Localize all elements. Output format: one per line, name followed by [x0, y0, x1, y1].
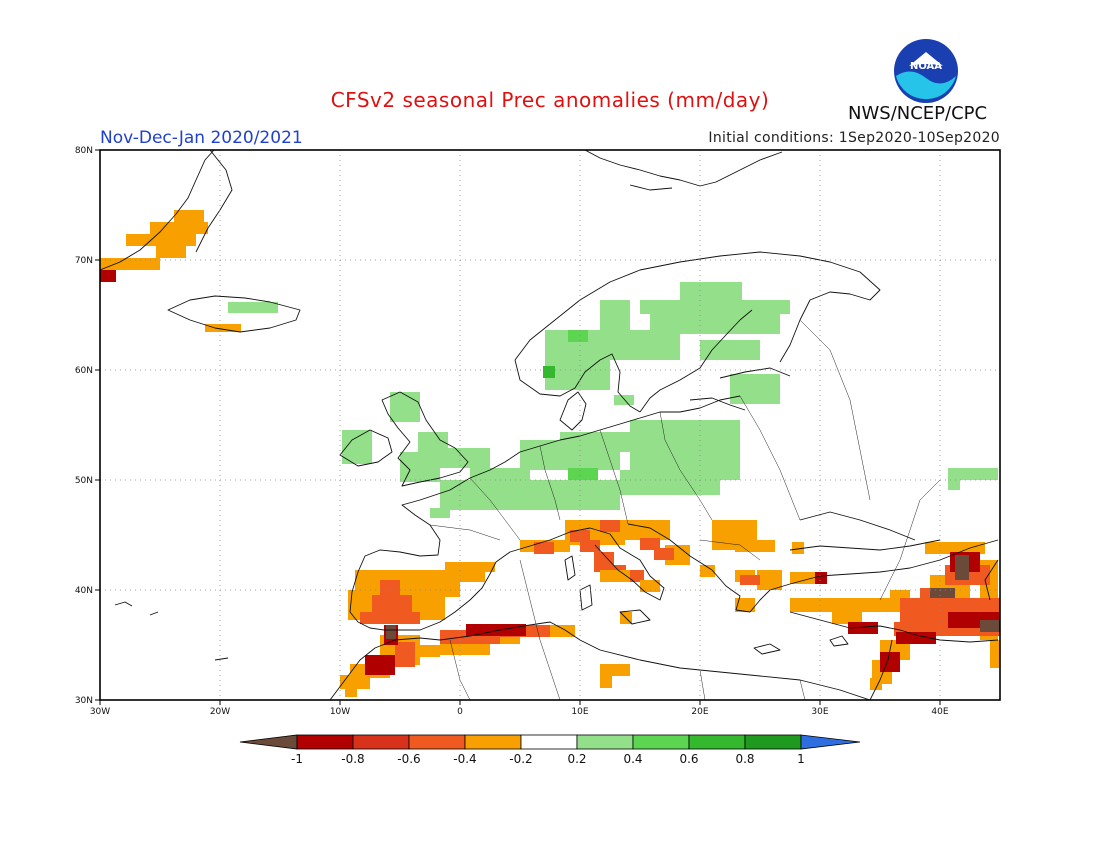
caucasus-extreme-dry-region [930, 555, 1000, 632]
norway-moderate-wet-cell [568, 330, 588, 342]
lat-tick-label: 80N [75, 146, 93, 156]
iberia-dry-region [348, 562, 495, 620]
colorbar: -1 -0.8 -0.6 -0.4 -0.2 0.2 0.4 0.6 0.8 1 [239, 734, 861, 766]
lon-tick-label: 0 [457, 707, 463, 717]
colorbar-label: -0.8 [341, 752, 364, 766]
turkey-strong-dry-region [815, 552, 1000, 672]
agency-label: NWS/NCEP/CPC [848, 103, 988, 124]
colorbar-bin [744, 734, 802, 750]
lat-tick-label: 40N [75, 586, 93, 596]
iberia-moderate-dry-region [360, 580, 420, 624]
central-europe-moderate-wet-cell [568, 468, 598, 480]
lon-tick-label: 40E [931, 707, 948, 717]
lon-tick-label: 20E [691, 707, 708, 717]
colorbar-bin [296, 734, 354, 750]
noaa-logo: NOAA [893, 38, 959, 104]
lon-tick-labels: 30W 20W 10W 0 10E 20E 30E 40E [90, 707, 949, 717]
lat-tick-labels: 30N 40N 50N 60N 70N 80N [75, 146, 93, 706]
colorbar-extend-high [800, 734, 861, 750]
colorbar-bin [576, 734, 634, 750]
colorbar-bin [632, 734, 690, 750]
british-isles-wet-region [342, 392, 490, 482]
lon-tick-label: 30W [90, 707, 110, 717]
coastlines [100, 150, 999, 700]
greenland-dry-region [100, 210, 208, 270]
lat-tick-label: 50N [75, 476, 93, 486]
colorbar-label: 1 [797, 752, 805, 766]
greenland-strong-dry-cell [100, 270, 116, 282]
colorbar-label: -0.2 [509, 752, 532, 766]
chart-title: CFSv2 seasonal Prec anomalies (mm/day) [330, 88, 770, 112]
colorbar-bin [408, 734, 466, 750]
colorbar-label: 0.4 [623, 752, 642, 766]
tick-marks [95, 149, 941, 705]
lat-tick-label: 30N [75, 696, 93, 706]
strait-extreme-dry-cell [386, 625, 396, 639]
lon-tick-label: 20W [210, 707, 230, 717]
colorbar-bin [352, 734, 410, 750]
colorbar-bin [464, 734, 522, 750]
norway-strong-wet-cell [543, 366, 555, 378]
iceland-wet-cell [228, 302, 278, 313]
colorbar-label: -1 [291, 752, 303, 766]
colorbar-extend-low [239, 734, 298, 750]
colorbar-label: -0.6 [397, 752, 420, 766]
anomaly-cells [100, 210, 1000, 697]
colorbar-label: 0.6 [679, 752, 698, 766]
lon-tick-label: 10W [330, 707, 350, 717]
lon-tick-label: 10E [571, 707, 588, 717]
gridlines [100, 150, 1000, 700]
colorbar-label: 0.2 [567, 752, 586, 766]
central-europe-wet-region [430, 420, 998, 518]
lat-tick-label: 70N [75, 256, 93, 266]
colorbar-label: -0.4 [453, 752, 476, 766]
italy-south-dry-region [600, 570, 755, 688]
map-frame [99, 149, 1001, 701]
colorbar-bin [520, 734, 578, 750]
scandinavia-wet-region [545, 282, 790, 405]
colorbar-bin [688, 734, 746, 750]
lat-tick-label: 60N [75, 366, 93, 376]
svg-text:NOAA: NOAA [910, 61, 942, 72]
initial-conditions-label: Initial conditions: 1Sep2020-10Sep2020 [708, 130, 1000, 146]
colorbar-label: 0.8 [735, 752, 754, 766]
period-label: Nov-Dec-Jan 2020/2021 [100, 128, 303, 148]
iceland-dry-cell [205, 324, 241, 332]
lon-tick-label: 30E [811, 707, 828, 717]
